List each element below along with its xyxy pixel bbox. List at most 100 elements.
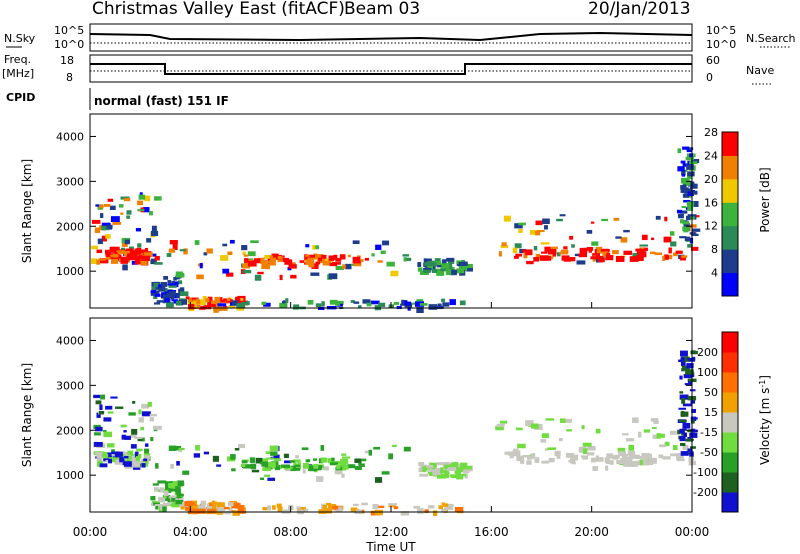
backscatter-cell [179,249,186,252]
colorbar-frame [721,131,739,297]
backscatter-cell [114,459,123,465]
backscatter-cell [687,448,692,452]
backscatter-cell [342,264,346,269]
backscatter-cell [535,220,543,226]
backscatter-cell [441,263,450,269]
backscatter-cell [117,250,125,254]
backscatter-cell [177,493,184,497]
backscatter-cell [157,489,162,493]
backscatter-cell [596,248,605,254]
backscatter-cell [235,296,241,303]
backscatter-cell [168,482,176,489]
backscatter-cell [197,508,206,514]
backscatter-cell [329,299,338,305]
backscatter-cell [659,454,664,458]
backscatter-cell [203,305,212,310]
backscatter-cell [307,300,314,305]
backscatter-cell [616,460,625,465]
backscatter-cell [455,470,462,477]
backscatter-cell [386,261,395,267]
backscatter-cell [264,255,273,259]
backscatter-cell [440,467,448,474]
colorbar-segment [722,352,738,373]
backscatter-cell [138,461,146,464]
backscatter-cell [106,224,113,229]
backscatter-cell [378,302,386,307]
backscatter-cell [269,445,279,452]
backscatter-cell [691,228,701,232]
backscatter-cell [347,464,356,469]
backscatter-cell [212,455,219,462]
backscatter-cell [605,255,614,261]
backscatter-cell [496,423,505,428]
backscatter-cell [464,474,468,479]
backscatter-cell [254,274,262,281]
backscatter-cell [344,263,352,270]
y-tick-label: 2000 [56,424,84,437]
backscatter-cell [434,467,443,473]
backscatter-cell [595,455,599,459]
backscatter-cell [112,254,118,258]
backscatter-cell [187,301,197,306]
backscatter-cell [176,293,180,299]
backscatter-cell [684,236,691,241]
backscatter-cell [322,466,329,471]
backscatter-cell [177,280,183,285]
backscatter-cell [101,235,107,242]
backscatter-cell [688,216,695,220]
backscatter-cell [262,507,272,511]
backscatter-cell [150,437,154,442]
backscatter-cell [135,255,144,261]
backscatter-cell [563,246,568,250]
backscatter-cell [177,480,184,486]
backscatter-cell [206,248,213,254]
freq-trace [90,63,692,75]
backscatter-cell [615,236,622,239]
backscatter-cell [281,464,291,468]
backscatter-cell [535,253,541,259]
backscatter-cell [123,456,129,459]
backscatter-cell [316,476,324,482]
backscatter-cell [627,451,636,455]
backscatter-cell [268,461,276,468]
backscatter-cell [164,297,170,303]
backscatter-cell [243,464,252,469]
backscatter-cell [683,199,691,203]
backscatter-cell [668,254,673,260]
nave-label: Nave [746,64,774,77]
backscatter-cell [436,474,446,479]
backscatter-cell [114,457,121,463]
backscatter-cell [605,465,609,471]
backscatter-cell [137,243,142,248]
backscatter-cell [429,462,437,468]
backscatter-cell [289,460,295,463]
backscatter-cell [315,303,322,308]
backscatter-cell [679,436,686,442]
backscatter-cell [424,509,429,514]
backscatter-cell [592,253,600,258]
backscatter-cell [242,263,250,269]
backscatter-cell [393,301,400,305]
backscatter-cell [533,245,538,251]
nsky-label: N.Sky [4,32,36,45]
backscatter-cell [123,197,131,202]
backscatter-cell [240,463,246,468]
backscatter-cell [241,245,248,251]
backscatter-cell [580,455,588,458]
backscatter-cell [621,451,626,456]
backscatter-cell [680,357,685,362]
backscatter-cell [380,250,386,255]
backscatter-cell [150,258,157,265]
backscatter-cell [623,250,633,255]
backscatter-cell [105,459,109,463]
backscatter-cell [131,260,138,265]
backscatter-cell [110,396,118,399]
backscatter-cell [686,201,695,207]
backscatter-cell [335,258,342,262]
backscatter-cell [570,257,576,262]
backscatter-cell [211,300,217,307]
backscatter-cell [153,302,161,305]
backscatter-cell [409,302,419,305]
backscatter-cell [123,461,132,467]
backscatter-cell [681,356,690,361]
